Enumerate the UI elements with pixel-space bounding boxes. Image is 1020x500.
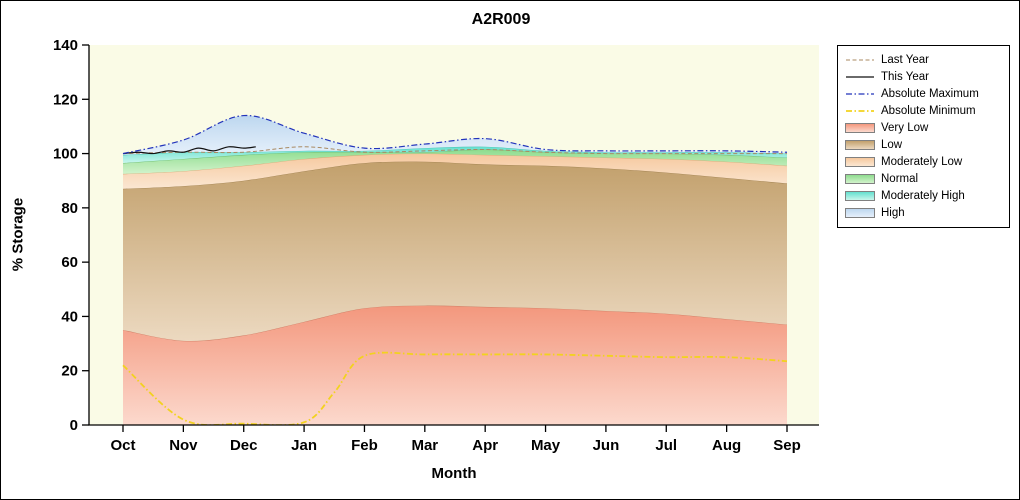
legend-line-sample-absolute-minimum <box>846 109 874 112</box>
legend-item-moderately-high: Moderately High <box>845 188 1002 204</box>
y-tick-label: 120 <box>53 91 78 108</box>
legend-label: This Year <box>881 70 929 83</box>
legend-label: Normal <box>881 172 919 185</box>
legend-swatch-low <box>845 139 875 150</box>
y-tick-label: 40 <box>61 308 78 325</box>
series-layer <box>122 114 788 426</box>
band-very_low <box>123 305 787 425</box>
x-tick-label: Sep <box>773 437 801 454</box>
legend-item-last-year: Last Year <box>845 52 1002 68</box>
line-this_year <box>122 146 256 155</box>
legend-item-this-year: This Year <box>845 69 1002 85</box>
x-axis-title: Month <box>431 465 477 482</box>
x-tick-label: Dec <box>230 437 258 454</box>
legend: Last Year This Year Absolute Maximum Absolu… <box>837 45 1010 228</box>
x-tick-label: Jul <box>655 437 677 454</box>
x-tick-label: Jan <box>291 437 317 454</box>
band-mod_low <box>123 153 787 189</box>
legend-label: Last Year <box>881 53 929 66</box>
legend-line-sample-this-year <box>846 76 874 78</box>
legend-item-high: High <box>845 205 1002 221</box>
legend-label: Moderately Low <box>881 155 963 168</box>
legend-line-sample-absolute-maximum <box>846 93 874 95</box>
legend-swatch-very-low <box>845 122 875 133</box>
y-tick-label: 100 <box>53 146 78 163</box>
legend-line-sample-last-year <box>846 59 874 61</box>
legend-item-absolute-minimum: Absolute Minimum <box>845 103 1002 119</box>
legend-swatch-high <box>845 207 875 218</box>
legend-item-very-low: Very Low <box>845 120 1002 136</box>
legend-label: High <box>881 206 905 219</box>
y-tick-label: 0 <box>70 417 78 434</box>
x-tick-label: Aug <box>712 437 741 454</box>
y-tick-label: 20 <box>61 363 78 380</box>
line-last_year <box>122 146 788 155</box>
x-tick-label: Oct <box>110 437 135 454</box>
legend-label: Low <box>881 138 903 151</box>
legend-swatch-moderately-low <box>845 156 875 167</box>
x-tick-label: Feb <box>351 437 378 454</box>
legend-label: Absolute Maximum <box>881 87 979 100</box>
legend-item-low: Low <box>845 137 1002 153</box>
x-tick-label: May <box>531 437 561 454</box>
band-low <box>123 161 787 342</box>
legend-swatch-moderately-high <box>845 190 875 201</box>
band-normal <box>123 149 787 174</box>
legend-label: Very Low <box>881 121 929 134</box>
legend-item-absolute-maximum: Absolute Maximum <box>845 86 1002 102</box>
y-axis-title: % Storage <box>9 197 27 272</box>
x-tick-label: Nov <box>169 437 198 454</box>
x-tick-label: Mar <box>411 437 438 454</box>
legend-label: Absolute Minimum <box>881 104 976 117</box>
legend-swatch-normal <box>845 173 875 184</box>
chart-title: A2R009 <box>471 11 531 28</box>
legend-item-normal: Normal <box>845 171 1002 187</box>
x-tick-label: Apr <box>472 437 498 454</box>
y-tick-label: 140 <box>53 37 78 54</box>
band-high <box>123 115 787 155</box>
line-abs_max <box>122 114 788 155</box>
x-tick-label: Jun <box>593 437 620 454</box>
legend-item-moderately-low: Moderately Low <box>845 154 1002 170</box>
line-abs_min <box>122 351 788 426</box>
y-tick-label: 80 <box>61 200 78 217</box>
y-tick-label: 60 <box>61 254 78 271</box>
legend-label: Moderately High <box>881 189 965 202</box>
